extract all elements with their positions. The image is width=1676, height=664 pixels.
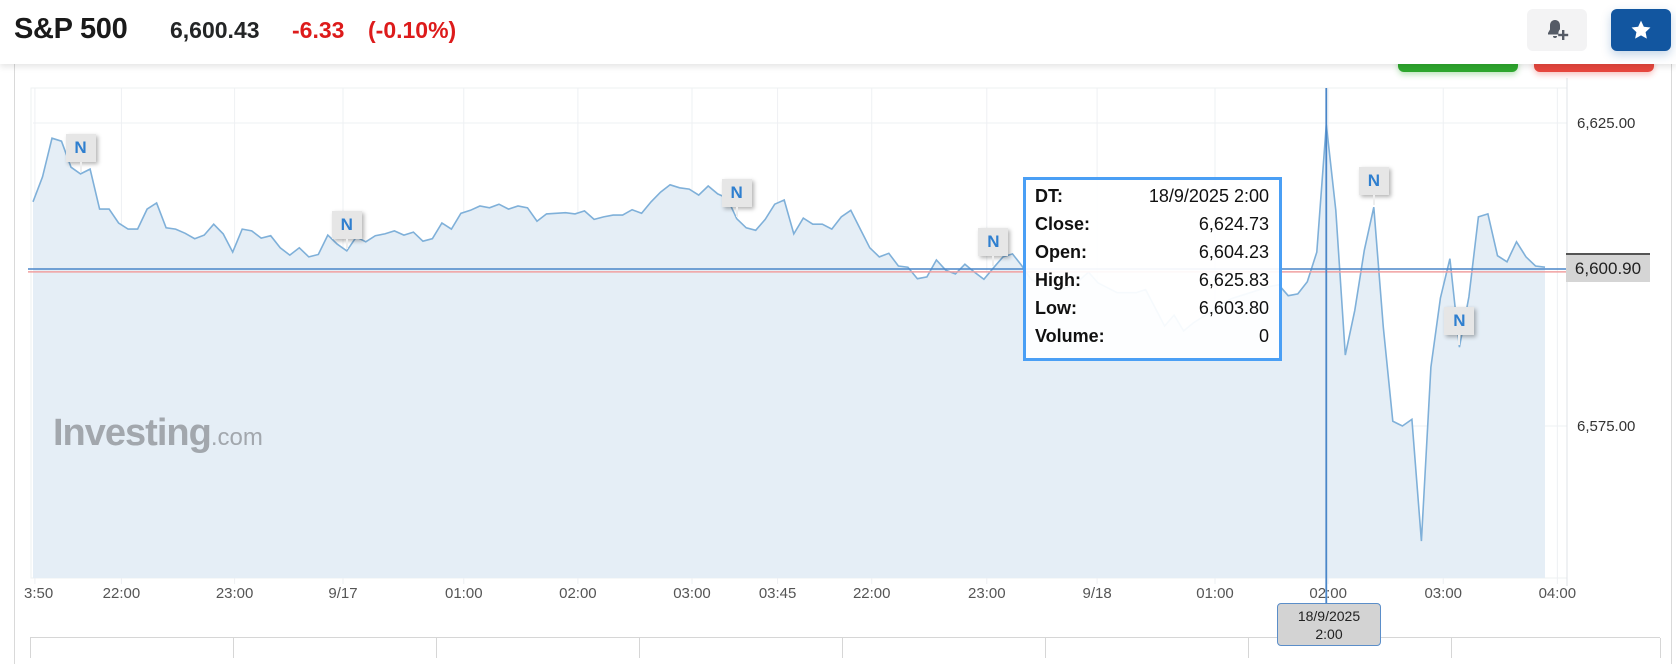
current-price-label: 6,600.90 [1566,253,1650,282]
x-tick-label: 22:00 [103,585,141,602]
ohlc-tooltip: DT: 18/9/2025 2:00 Close: 6,624.73 Open: 6,60… [1023,177,1282,361]
tooltip-value: 6,603.80 [1198,298,1269,318]
star-icon [1631,20,1651,39]
table-cell-divider [842,638,843,658]
x-tick-label: 02:00 [1309,585,1347,602]
bottom-table-row [30,637,1661,658]
tooltip-key: Close: [1035,214,1091,234]
watchlist-star-button[interactable] [1611,9,1671,51]
table-cell-divider [30,638,31,658]
x-tick-label: 02:00 [559,585,597,602]
tooltip-row: High: 6,625.83 [1035,270,1269,296]
y-tick-label: 6,575.00 [1577,418,1635,435]
tooltip-value: 6,624.73 [1198,214,1269,234]
x-tick-label: 23:00 [968,585,1006,602]
tooltip-key: High: [1035,270,1081,290]
x-tick-label: 01:00 [445,585,483,602]
table-cell-divider [436,638,437,658]
x-tick-label: 22:00 [853,585,891,602]
bell-plus-icon [1548,20,1569,40]
price-line [32,124,1546,542]
x-tick-label: 04:00 [1539,585,1577,602]
last-price: 6,600.43 [170,17,260,43]
news-marker[interactable]: N [65,133,96,172]
tooltip-row: Open: 6,604.23 [1035,242,1269,268]
table-cell-divider [1451,638,1452,658]
instrument-header: S&P 500 6,600.43 -6.33 (-0.10%) [0,0,1676,64]
x-tick-label: 03:45 [759,585,797,602]
table-cell-divider [1660,638,1661,658]
create-alert-button[interactable] [1527,9,1587,51]
price-chart[interactable]: 3:50 22:00 23:00 9/17 01:00 02:00 03:00 03:45 22… [0,0,1676,650]
price-area [33,124,1545,578]
chart-container [14,64,1672,664]
crosshair-date-label: 18/9/2025 2:00 [1277,603,1381,646]
tooltip-key: Open: [1035,242,1087,262]
x-tick-label: 9/17 [328,585,357,602]
tooltip-row: Low: 6,603.80 [1035,298,1269,324]
tooltip-value: 6,625.83 [1198,270,1269,290]
tooltip-row: DT: 18/9/2025 2:00 [1035,186,1269,212]
tooltip-key: Volume: [1035,326,1105,346]
instrument-title: S&P 500 [14,13,128,45]
table-cell-divider [639,638,640,658]
x-tick-label: 03:00 [673,585,711,602]
tooltip-value: 0 [1258,326,1269,346]
news-marker[interactable]: N [1444,307,1475,346]
x-tick-label: 23:00 [216,585,254,602]
news-marker[interactable]: N [978,227,1009,266]
news-marker[interactable]: N [331,210,362,249]
news-marker[interactable]: N [1358,167,1389,206]
table-cell-divider [233,638,234,658]
y-tick-label: 6,625.00 [1577,115,1635,132]
news-marker[interactable]: N [721,178,752,217]
table-cell-divider [1248,638,1249,658]
tooltip-key: DT: [1035,186,1063,206]
x-tick-label: 3:50 [24,585,53,602]
tooltip-value: 18/9/2025 2:00 [1148,186,1269,206]
table-cell-divider [1045,638,1046,658]
investing-logo-watermark: Investing.com [53,412,263,454]
crosshair-date: 18/9/2025 [1297,608,1361,624]
x-tick-label: 9/18 [1083,585,1112,602]
tooltip-key: Low: [1035,298,1077,318]
tooltip-value: 6,604.23 [1198,242,1269,262]
price-change-percent: (-0.10%) [368,17,457,43]
crosshair-time: 2:00 [1315,626,1343,642]
tooltip-row: Close: 6,624.73 [1035,214,1269,240]
price-change: -6.33 [292,17,345,43]
x-tick-label: 03:00 [1424,585,1462,602]
tooltip-row: Volume: 0 [1035,326,1269,352]
x-tick-label: 01:00 [1196,585,1234,602]
